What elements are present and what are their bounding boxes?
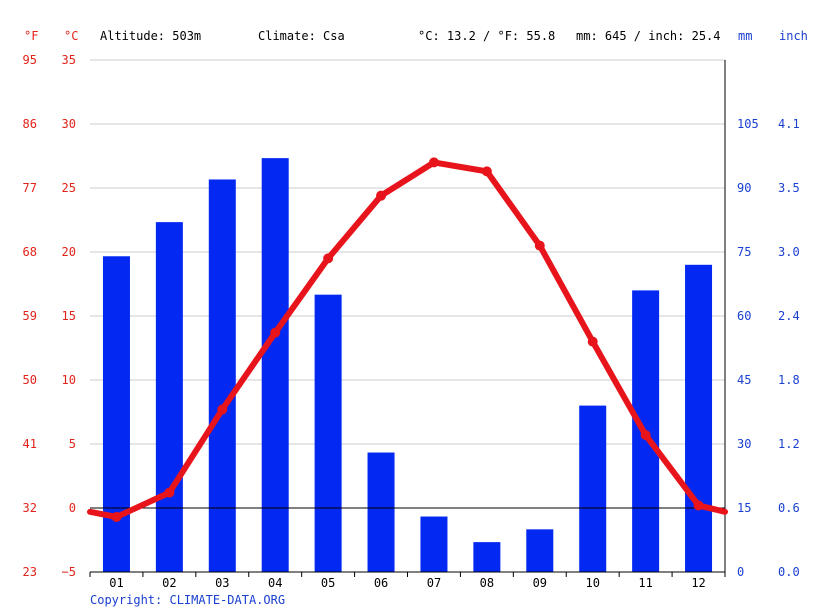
y-tick-celsius: 30 (62, 117, 76, 131)
unit-mm-label: mm (738, 29, 752, 43)
y-tick-fahrenheit: 77 (23, 181, 37, 195)
y-tick-celsius: 5 (69, 437, 76, 451)
temperature-point (481, 166, 492, 177)
y-tick-fahrenheit: 41 (23, 437, 37, 451)
temp-average-label: °C: 13.2 / °F: 55.8 (418, 29, 555, 43)
temperature-point (376, 190, 387, 201)
y-tick-mm: 60 (737, 309, 751, 323)
precip-bar (579, 405, 607, 572)
y-tick-mm: 105 (737, 117, 759, 131)
y-tick-celsius: 25 (62, 181, 76, 195)
precip-bar (155, 222, 183, 572)
temperature-point (693, 500, 704, 511)
x-tick-label: 03 (215, 576, 229, 590)
x-tick-label: 08 (480, 576, 494, 590)
precip-bar (526, 529, 554, 572)
y-tick-fahrenheit: 23 (23, 565, 37, 579)
y-tick-inch: 4.1 (778, 117, 800, 131)
y-tick-mm: 45 (737, 373, 751, 387)
y-tick-celsius: 10 (62, 373, 76, 387)
temperature-point (323, 253, 334, 264)
x-tick-label: 06 (374, 576, 388, 590)
temperature-line (87, 159, 728, 520)
x-tick-label: 12 (691, 576, 705, 590)
temperature-point (587, 336, 598, 347)
x-tick-label: 01 (109, 576, 123, 590)
precip-bar (102, 256, 130, 572)
x-tick-label: 10 (585, 576, 599, 590)
y-tick-celsius: 20 (62, 245, 76, 259)
y-tick-fahrenheit: 95 (23, 53, 37, 67)
precip-bar (367, 452, 395, 572)
temperature-point (428, 157, 439, 168)
unit-inch-label: inch (779, 29, 808, 43)
temperature-point (164, 487, 175, 498)
copyright-text: Copyright: CLIMATE-DATA.ORG (90, 593, 285, 607)
temperature-point (270, 327, 281, 338)
y-tick-inch: 3.0 (778, 245, 800, 259)
y-tick-celsius: −5 (62, 565, 76, 579)
temperature-point (217, 404, 228, 415)
x-tick-label: 11 (638, 576, 652, 590)
y-tick-inch: 0.6 (778, 501, 800, 515)
y-tick-fahrenheit: 32 (23, 501, 37, 515)
y-tick-mm: 30 (737, 437, 751, 451)
unit-celsius-label: °C (64, 29, 78, 43)
temperature-point (111, 511, 122, 522)
y-tick-inch: 3.5 (778, 181, 800, 195)
unit-fahrenheit-label: °F (24, 29, 38, 43)
precip-bar (420, 516, 448, 572)
altitude-label: Altitude: 503m (100, 29, 201, 43)
y-tick-fahrenheit: 59 (23, 309, 37, 323)
y-tick-fahrenheit: 86 (23, 117, 37, 131)
temperature-point (640, 430, 651, 441)
y-tick-fahrenheit: 50 (23, 373, 37, 387)
y-tick-inch: 2.4 (778, 309, 800, 323)
y-tick-celsius: 15 (62, 309, 76, 323)
y-tick-inch: 0.0 (778, 565, 800, 579)
y-tick-mm: 90 (737, 181, 751, 195)
temperature-point (534, 240, 545, 251)
x-tick-label: 04 (268, 576, 282, 590)
precip-bar (208, 179, 236, 572)
y-tick-mm: 15 (737, 501, 751, 515)
gridlines (90, 59, 725, 445)
y-tick-celsius: 0 (69, 501, 76, 515)
precip-bar (261, 158, 289, 572)
precip-bar (314, 294, 342, 572)
x-tick-label: 07 (427, 576, 441, 590)
x-tick-label: 05 (321, 576, 335, 590)
precip-bar (473, 542, 501, 572)
y-tick-mm: 0 (737, 565, 744, 579)
precip-bar (685, 264, 713, 572)
axes (89, 60, 726, 577)
x-tick-label: 02 (162, 576, 176, 590)
y-tick-inch: 1.8 (778, 373, 800, 387)
y-tick-fahrenheit: 68 (23, 245, 37, 259)
y-tick-inch: 1.2 (778, 437, 800, 451)
y-tick-mm: 75 (737, 245, 751, 259)
precipitation-bars (102, 158, 713, 572)
precip-total-label: mm: 645 / inch: 25.4 (576, 29, 721, 43)
y-tick-celsius: 35 (62, 53, 76, 67)
temperature-series (87, 157, 728, 522)
climate-label: Climate: Csa (258, 29, 345, 43)
x-tick-label: 09 (533, 576, 547, 590)
